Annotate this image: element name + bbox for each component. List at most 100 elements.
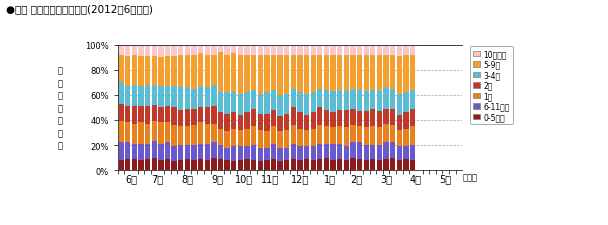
Bar bbox=[125, 123, 131, 143]
Bar bbox=[145, 159, 150, 170]
Bar bbox=[192, 89, 196, 109]
Bar bbox=[297, 147, 303, 160]
Bar bbox=[370, 145, 376, 159]
Bar bbox=[304, 159, 309, 170]
Bar bbox=[317, 55, 322, 89]
Bar bbox=[171, 57, 177, 87]
Bar bbox=[284, 45, 289, 55]
Bar bbox=[151, 122, 157, 142]
Bar bbox=[403, 113, 409, 129]
Bar bbox=[277, 132, 283, 148]
Bar bbox=[178, 55, 184, 88]
Bar bbox=[211, 55, 216, 86]
Bar bbox=[238, 130, 243, 147]
Bar bbox=[125, 57, 131, 87]
Bar bbox=[311, 113, 316, 129]
Bar bbox=[297, 113, 303, 129]
Bar bbox=[264, 148, 269, 160]
Text: ●県内 年齢区分別発生動向(2012年6月以降): ●県内 年齢区分別発生動向(2012年6月以降) bbox=[6, 4, 153, 14]
Bar bbox=[139, 57, 143, 87]
Bar bbox=[238, 147, 243, 160]
Bar bbox=[324, 144, 329, 158]
Bar bbox=[277, 117, 283, 132]
Bar bbox=[158, 45, 164, 58]
Bar bbox=[350, 158, 356, 170]
Bar bbox=[377, 128, 382, 145]
Bar bbox=[364, 55, 369, 92]
Bar bbox=[192, 160, 196, 170]
Bar bbox=[171, 147, 177, 162]
Bar bbox=[410, 45, 415, 55]
Y-axis label: 年
齢
区
分
別
割
合: 年 齢 区 分 別 割 合 bbox=[58, 66, 63, 150]
Bar bbox=[317, 159, 322, 170]
Bar bbox=[171, 45, 177, 57]
Bar bbox=[337, 144, 342, 159]
Bar bbox=[139, 123, 143, 144]
Bar bbox=[185, 109, 190, 127]
Bar bbox=[291, 159, 296, 170]
Bar bbox=[165, 57, 170, 87]
Bar bbox=[158, 123, 164, 144]
Bar bbox=[390, 125, 395, 143]
Bar bbox=[271, 144, 276, 159]
Bar bbox=[344, 55, 349, 92]
Bar bbox=[192, 45, 196, 55]
Bar bbox=[264, 55, 269, 93]
Bar bbox=[384, 159, 389, 170]
Bar bbox=[264, 45, 269, 55]
Bar bbox=[291, 108, 296, 125]
Bar bbox=[244, 129, 250, 147]
Bar bbox=[324, 45, 329, 55]
Bar bbox=[311, 147, 316, 160]
Bar bbox=[317, 89, 322, 108]
Bar bbox=[198, 123, 203, 144]
Bar bbox=[297, 55, 303, 93]
Bar bbox=[132, 45, 137, 55]
Bar bbox=[211, 124, 216, 143]
Bar bbox=[231, 54, 237, 93]
Bar bbox=[171, 162, 177, 170]
Bar bbox=[231, 147, 237, 162]
Bar bbox=[251, 145, 256, 160]
Bar bbox=[284, 114, 289, 130]
Bar bbox=[377, 92, 382, 112]
Bar bbox=[231, 162, 237, 170]
Bar bbox=[244, 93, 250, 113]
Bar bbox=[403, 147, 409, 159]
Bar bbox=[291, 144, 296, 159]
Bar bbox=[132, 144, 137, 159]
Bar bbox=[145, 107, 150, 124]
Bar bbox=[390, 109, 395, 125]
Bar bbox=[403, 129, 409, 147]
Bar bbox=[132, 86, 137, 107]
Bar bbox=[344, 160, 349, 170]
Bar bbox=[357, 159, 362, 170]
Bar bbox=[357, 127, 362, 143]
Bar bbox=[370, 55, 376, 90]
Bar bbox=[205, 160, 210, 170]
Bar bbox=[324, 90, 329, 110]
Bar bbox=[192, 145, 196, 160]
Bar bbox=[151, 86, 157, 105]
Bar bbox=[317, 125, 322, 144]
Bar bbox=[304, 130, 309, 147]
Bar bbox=[185, 145, 190, 159]
Bar bbox=[238, 94, 243, 115]
Bar bbox=[125, 45, 131, 57]
Bar bbox=[231, 129, 237, 147]
Bar bbox=[291, 55, 296, 89]
Bar bbox=[192, 55, 196, 89]
Bar bbox=[244, 55, 250, 93]
Bar bbox=[218, 159, 223, 170]
Bar bbox=[284, 55, 289, 94]
Bar bbox=[151, 142, 157, 158]
Bar bbox=[297, 93, 303, 113]
Bar bbox=[377, 160, 382, 170]
Bar bbox=[238, 160, 243, 170]
Bar bbox=[384, 45, 389, 55]
Bar bbox=[297, 129, 303, 147]
Bar bbox=[165, 159, 170, 170]
Bar bbox=[211, 45, 216, 55]
Bar bbox=[165, 45, 170, 57]
Bar bbox=[165, 123, 170, 143]
